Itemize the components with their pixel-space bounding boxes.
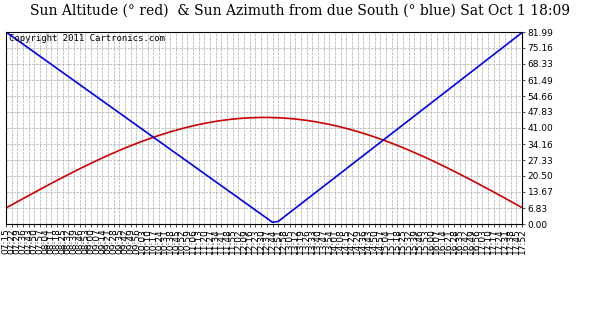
Text: Copyright 2011 Cartronics.com: Copyright 2011 Cartronics.com: [8, 34, 164, 43]
Text: Sun Altitude (° red)  & Sun Azimuth from due South (° blue) Sat Oct 1 18:09: Sun Altitude (° red) & Sun Azimuth from …: [30, 3, 570, 17]
